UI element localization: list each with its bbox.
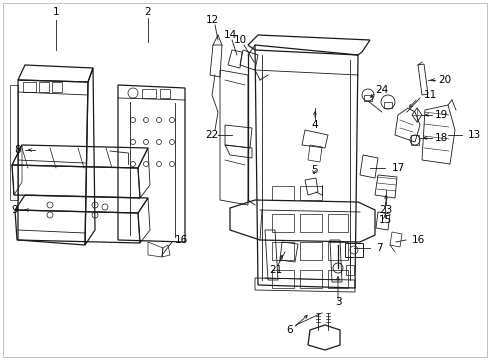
Text: 10: 10	[233, 35, 246, 45]
Bar	[272, 186, 294, 200]
Text: 16: 16	[175, 235, 188, 245]
Bar	[300, 270, 322, 288]
Bar	[272, 242, 294, 260]
Bar	[328, 270, 348, 288]
Text: 9: 9	[12, 205, 18, 215]
Text: 7: 7	[376, 243, 383, 253]
Bar	[346, 265, 354, 275]
Text: 6: 6	[287, 325, 294, 335]
Text: 16: 16	[412, 235, 425, 245]
Text: 23: 23	[379, 205, 392, 215]
Bar	[300, 242, 322, 260]
Text: 21: 21	[270, 265, 283, 275]
Bar	[300, 186, 322, 200]
Text: 1: 1	[53, 7, 59, 17]
Bar	[328, 242, 348, 260]
Bar	[300, 214, 322, 232]
Text: 19: 19	[435, 110, 448, 120]
Text: 14: 14	[223, 30, 237, 40]
Text: 20: 20	[438, 75, 451, 85]
Bar	[23, 82, 36, 92]
Text: 15: 15	[378, 215, 392, 225]
Text: 3: 3	[335, 297, 342, 307]
Bar	[142, 89, 156, 98]
Text: 4: 4	[312, 120, 318, 130]
Bar	[272, 270, 294, 288]
Bar	[272, 214, 294, 232]
Text: 5: 5	[311, 165, 318, 175]
Text: 11: 11	[424, 90, 437, 100]
Text: 2: 2	[145, 7, 151, 17]
Bar	[160, 89, 170, 98]
Text: 12: 12	[205, 15, 219, 25]
Bar	[345, 243, 363, 257]
Text: 24: 24	[375, 85, 389, 95]
Bar	[328, 214, 348, 232]
Text: 8: 8	[15, 145, 21, 155]
Text: 17: 17	[392, 163, 405, 173]
Text: 18: 18	[435, 133, 448, 143]
Text: 22: 22	[205, 130, 219, 140]
Bar	[52, 82, 62, 92]
Bar	[39, 82, 49, 92]
Text: 13: 13	[468, 130, 481, 140]
